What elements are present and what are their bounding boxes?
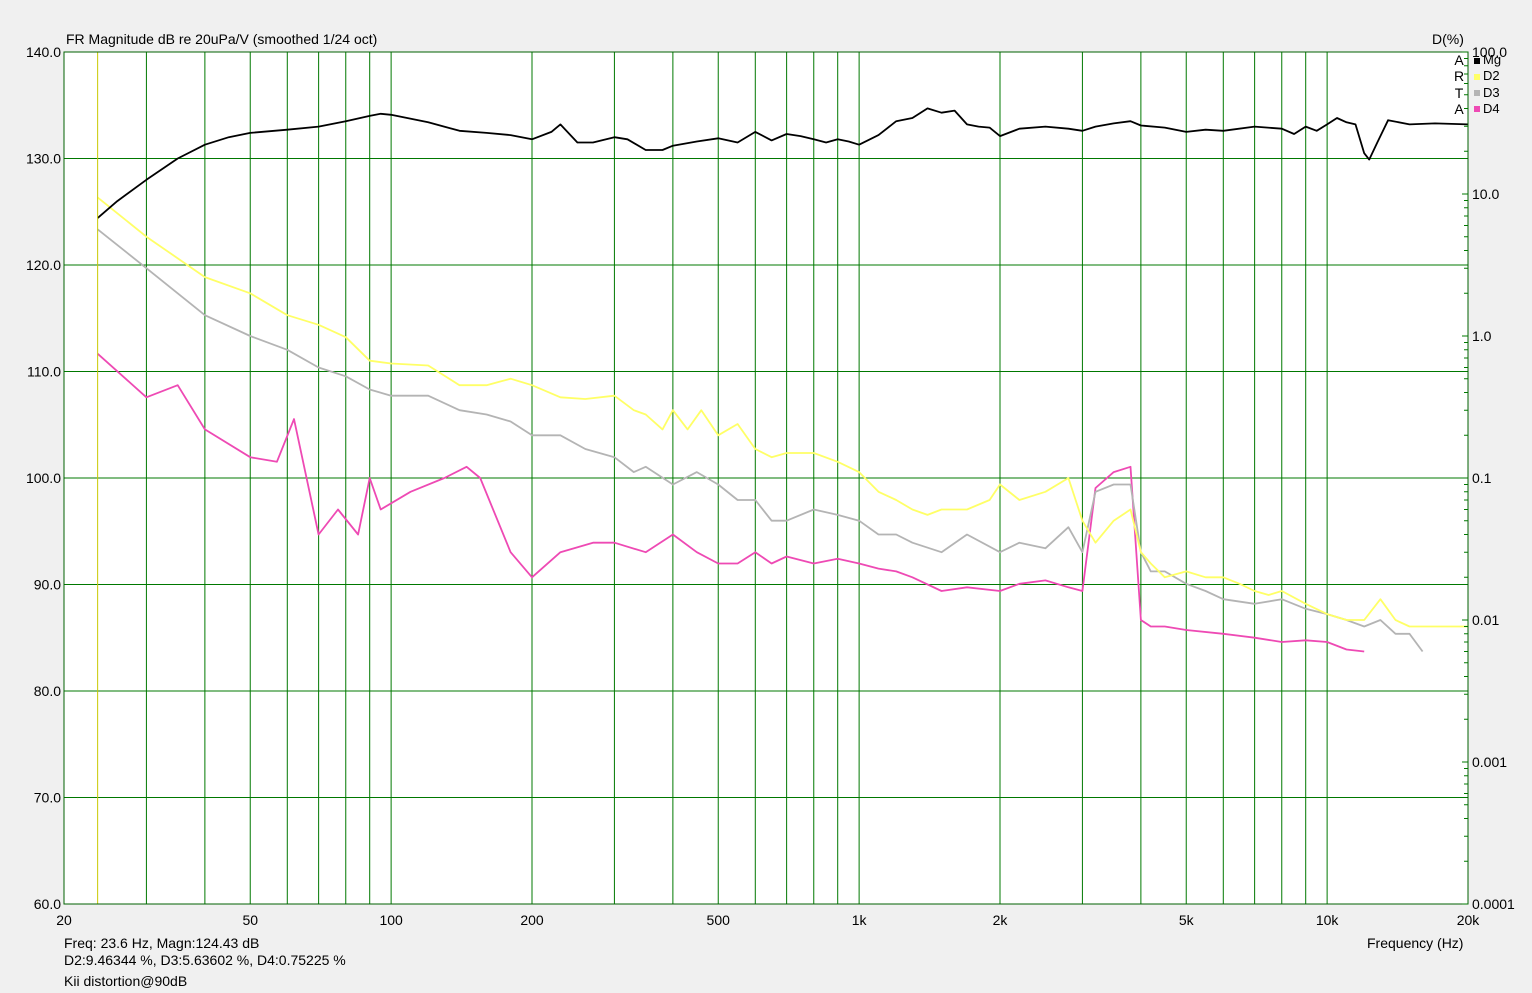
readout-line-3: Kii distortion@90dB <box>64 973 188 989</box>
x-tick-label: 2k <box>993 912 1009 928</box>
series-line-d3 <box>97 228 1424 653</box>
right-tick-label: 100.0 <box>1472 44 1507 60</box>
right-axis-title: D(%) <box>1432 31 1464 47</box>
x-tick-label: 100 <box>379 912 403 928</box>
x-tick-label: 5k <box>1179 912 1195 928</box>
x-axis-label: Frequency (Hz) <box>1367 935 1464 951</box>
legend-item-mg[interactable]: Mg <box>1474 52 1501 68</box>
left-tick-label: 120.0 <box>26 257 61 273</box>
legend-item-d4[interactable]: D4 <box>1474 101 1501 117</box>
left-tick-label: 100.0 <box>26 470 61 486</box>
x-tick-label: 20 <box>56 912 72 928</box>
legend-label: D4 <box>1483 100 1500 116</box>
arta-label: A R T A <box>1452 52 1466 117</box>
right-tick-label: 0.001 <box>1472 754 1507 770</box>
left-tick-label: 60.0 <box>34 896 61 912</box>
legend-swatch <box>1474 57 1480 64</box>
arta-letter: A <box>1454 52 1464 68</box>
readout-line-2: D2:9.46344 %, D3:5.63602 %, D4:0.75225 % <box>64 952 346 968</box>
data-series <box>97 107 1469 653</box>
right-tick-label: 0.0001 <box>1472 896 1515 912</box>
x-tick-label: 500 <box>707 912 731 928</box>
legend-item-d3[interactable]: D3 <box>1474 85 1501 101</box>
left-tick-label: 110.0 <box>27 364 61 380</box>
left-tick-label: 90.0 <box>34 577 61 593</box>
left-tick-label: 70.0 <box>34 790 61 806</box>
left-tick-label: 140.0 <box>26 44 61 60</box>
legend-swatch <box>1474 90 1480 97</box>
series-line-mg <box>97 107 1469 219</box>
left-tick-label: 80.0 <box>34 683 61 699</box>
right-axis-ticks: 0.0001 0.001 0.01 0.1 1.0 10.0 100.0 <box>1462 44 1515 912</box>
series-line-d2 <box>97 196 1468 628</box>
right-tick-label: 0.01 <box>1472 612 1499 628</box>
arta-letter: A <box>1454 100 1464 117</box>
x-axis-ticks: 20 50 100 200 500 1k 2k 5k 10k 20k <box>56 912 1480 928</box>
x-tick-label: 200 <box>520 912 544 928</box>
right-tick-label: 0.1 <box>1472 470 1492 486</box>
arta-letter: R <box>1453 68 1465 85</box>
x-tick-label: 10k <box>1316 912 1340 928</box>
legend-swatch <box>1474 106 1480 113</box>
chart-title: FR Magnitude dB re 20uPa/V (smoothed 1/2… <box>66 31 378 47</box>
legend: Mg D2 D3 D4 <box>1474 52 1501 117</box>
left-axis-ticks: 60.0 70.0 80.0 90.0 100.0 110.0 120.0 130.0 140.… <box>26 44 61 912</box>
legend-label: D3 <box>1483 84 1500 100</box>
arta-letter: T <box>1454 84 1464 101</box>
series-line-d4 <box>97 353 1365 653</box>
legend-label: Mg <box>1483 52 1502 67</box>
legend-swatch <box>1474 73 1480 80</box>
right-tick-label: 10.0 <box>1472 186 1499 202</box>
right-tick-label: 1.0 <box>1472 328 1492 344</box>
left-tick-label: 130.0 <box>26 151 61 167</box>
x-tick-label: 50 <box>242 912 258 928</box>
x-tick-label: 1k <box>852 912 868 928</box>
x-tick-label: 20k <box>1457 912 1481 928</box>
readout-line-1: Freq: 23.6 Hz, Magn:124.43 dB <box>64 935 260 951</box>
legend-item-d2[interactable]: D2 <box>1474 68 1501 84</box>
legend-label: D2 <box>1483 68 1500 84</box>
